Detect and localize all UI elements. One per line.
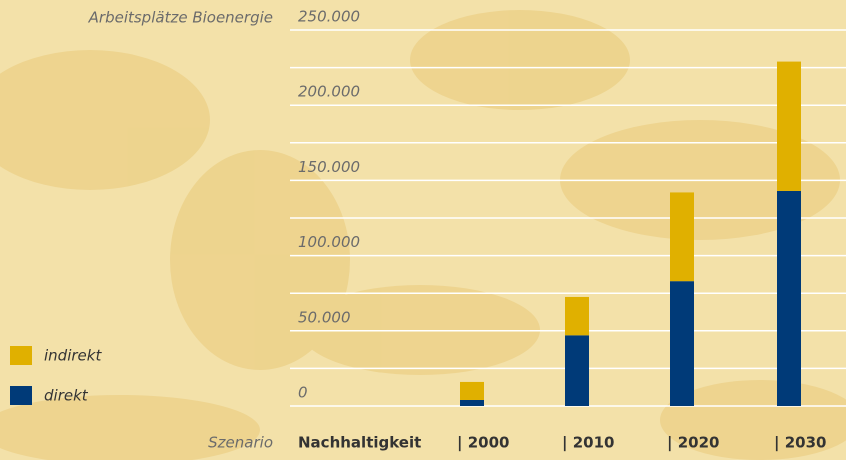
x-tick-label: | 2010 [562,434,614,453]
bar-segment [670,281,694,406]
scenario-name: Nachhaltigkeit [298,434,421,452]
bar-segment [460,381,484,400]
x-axis-title: Szenario [208,434,273,452]
y-tick-label: 50.000 [298,308,351,326]
grid [290,29,846,407]
legend-label: direkt [44,387,89,405]
bar-segment [565,335,589,406]
y-tick-label: 100.000 [298,233,360,251]
y-tick-label: 0 [298,384,308,402]
bar-segment [565,296,589,336]
legend-label: indirekt [44,347,102,365]
x-tick-label: | 2020 [667,434,719,453]
bars [460,61,801,406]
x-tick-label: | 2000 [457,434,509,453]
legend-swatch [10,346,32,365]
x-tick-label: | 2030 [774,434,826,453]
bar-segment [670,192,694,282]
y-axis-title: Arbeitsplätze Bioenergie [88,9,273,27]
bar-segment [777,190,801,406]
legend-swatch [10,386,32,405]
y-tick-label: 250.000 [298,8,360,26]
y-tick-label: 200.000 [298,83,360,101]
map-texture [0,10,846,460]
bar-segment [777,61,801,191]
bar-segment [460,399,484,406]
y-tick-label: 150.000 [298,158,360,176]
